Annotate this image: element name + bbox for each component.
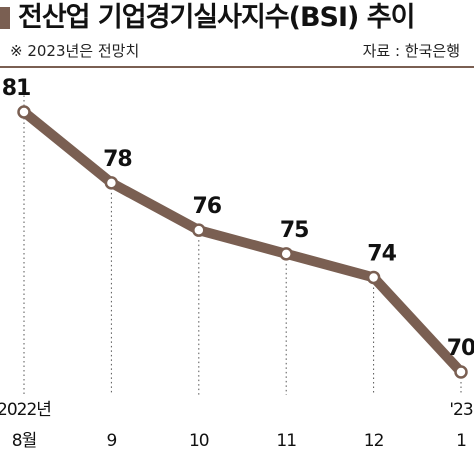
header-divider [0, 66, 474, 68]
data-labels: 81 78 76 75 74 70 [2, 76, 474, 361]
chart-source: 자료 : 한국은행 [362, 42, 460, 60]
data-markers [17, 105, 468, 379]
data-point [192, 223, 206, 237]
chart-note: ※ 2023년은 전망치 [10, 42, 140, 60]
data-point [17, 105, 31, 119]
x-tick-label: 11 [276, 431, 296, 451]
data-label: 75 [280, 218, 309, 243]
data-label: 76 [192, 194, 221, 219]
x-axis-tick-labels: 2022년 8월 9 10 11 12 '23 1 [0, 400, 474, 451]
x-tick-label: 12 [364, 431, 384, 451]
guide-lines [23, 82, 462, 395]
data-point [454, 365, 468, 379]
data-label: 81 [2, 76, 31, 101]
series-line-group [19, 107, 466, 377]
x-tick-label: 8월 [12, 431, 36, 451]
data-point [104, 176, 119, 190]
x-tick-label: 1 [456, 431, 466, 451]
x-tick-label: 9 [106, 431, 116, 451]
data-point [366, 270, 381, 285]
x-tick-label: 10 [189, 431, 209, 451]
x-tick-label-top: 2022년 [0, 400, 51, 420]
x-tick-label-top: '23 [449, 400, 472, 420]
data-point [279, 247, 293, 261]
chart-title: 전산업 기업경기실사지수(BSI) 추이 [18, 2, 415, 33]
title-accent-bar [0, 7, 10, 29]
series-line [19, 107, 466, 377]
data-label: 78 [103, 147, 132, 172]
data-label: 70 [447, 336, 474, 361]
data-label: 74 [367, 241, 396, 266]
